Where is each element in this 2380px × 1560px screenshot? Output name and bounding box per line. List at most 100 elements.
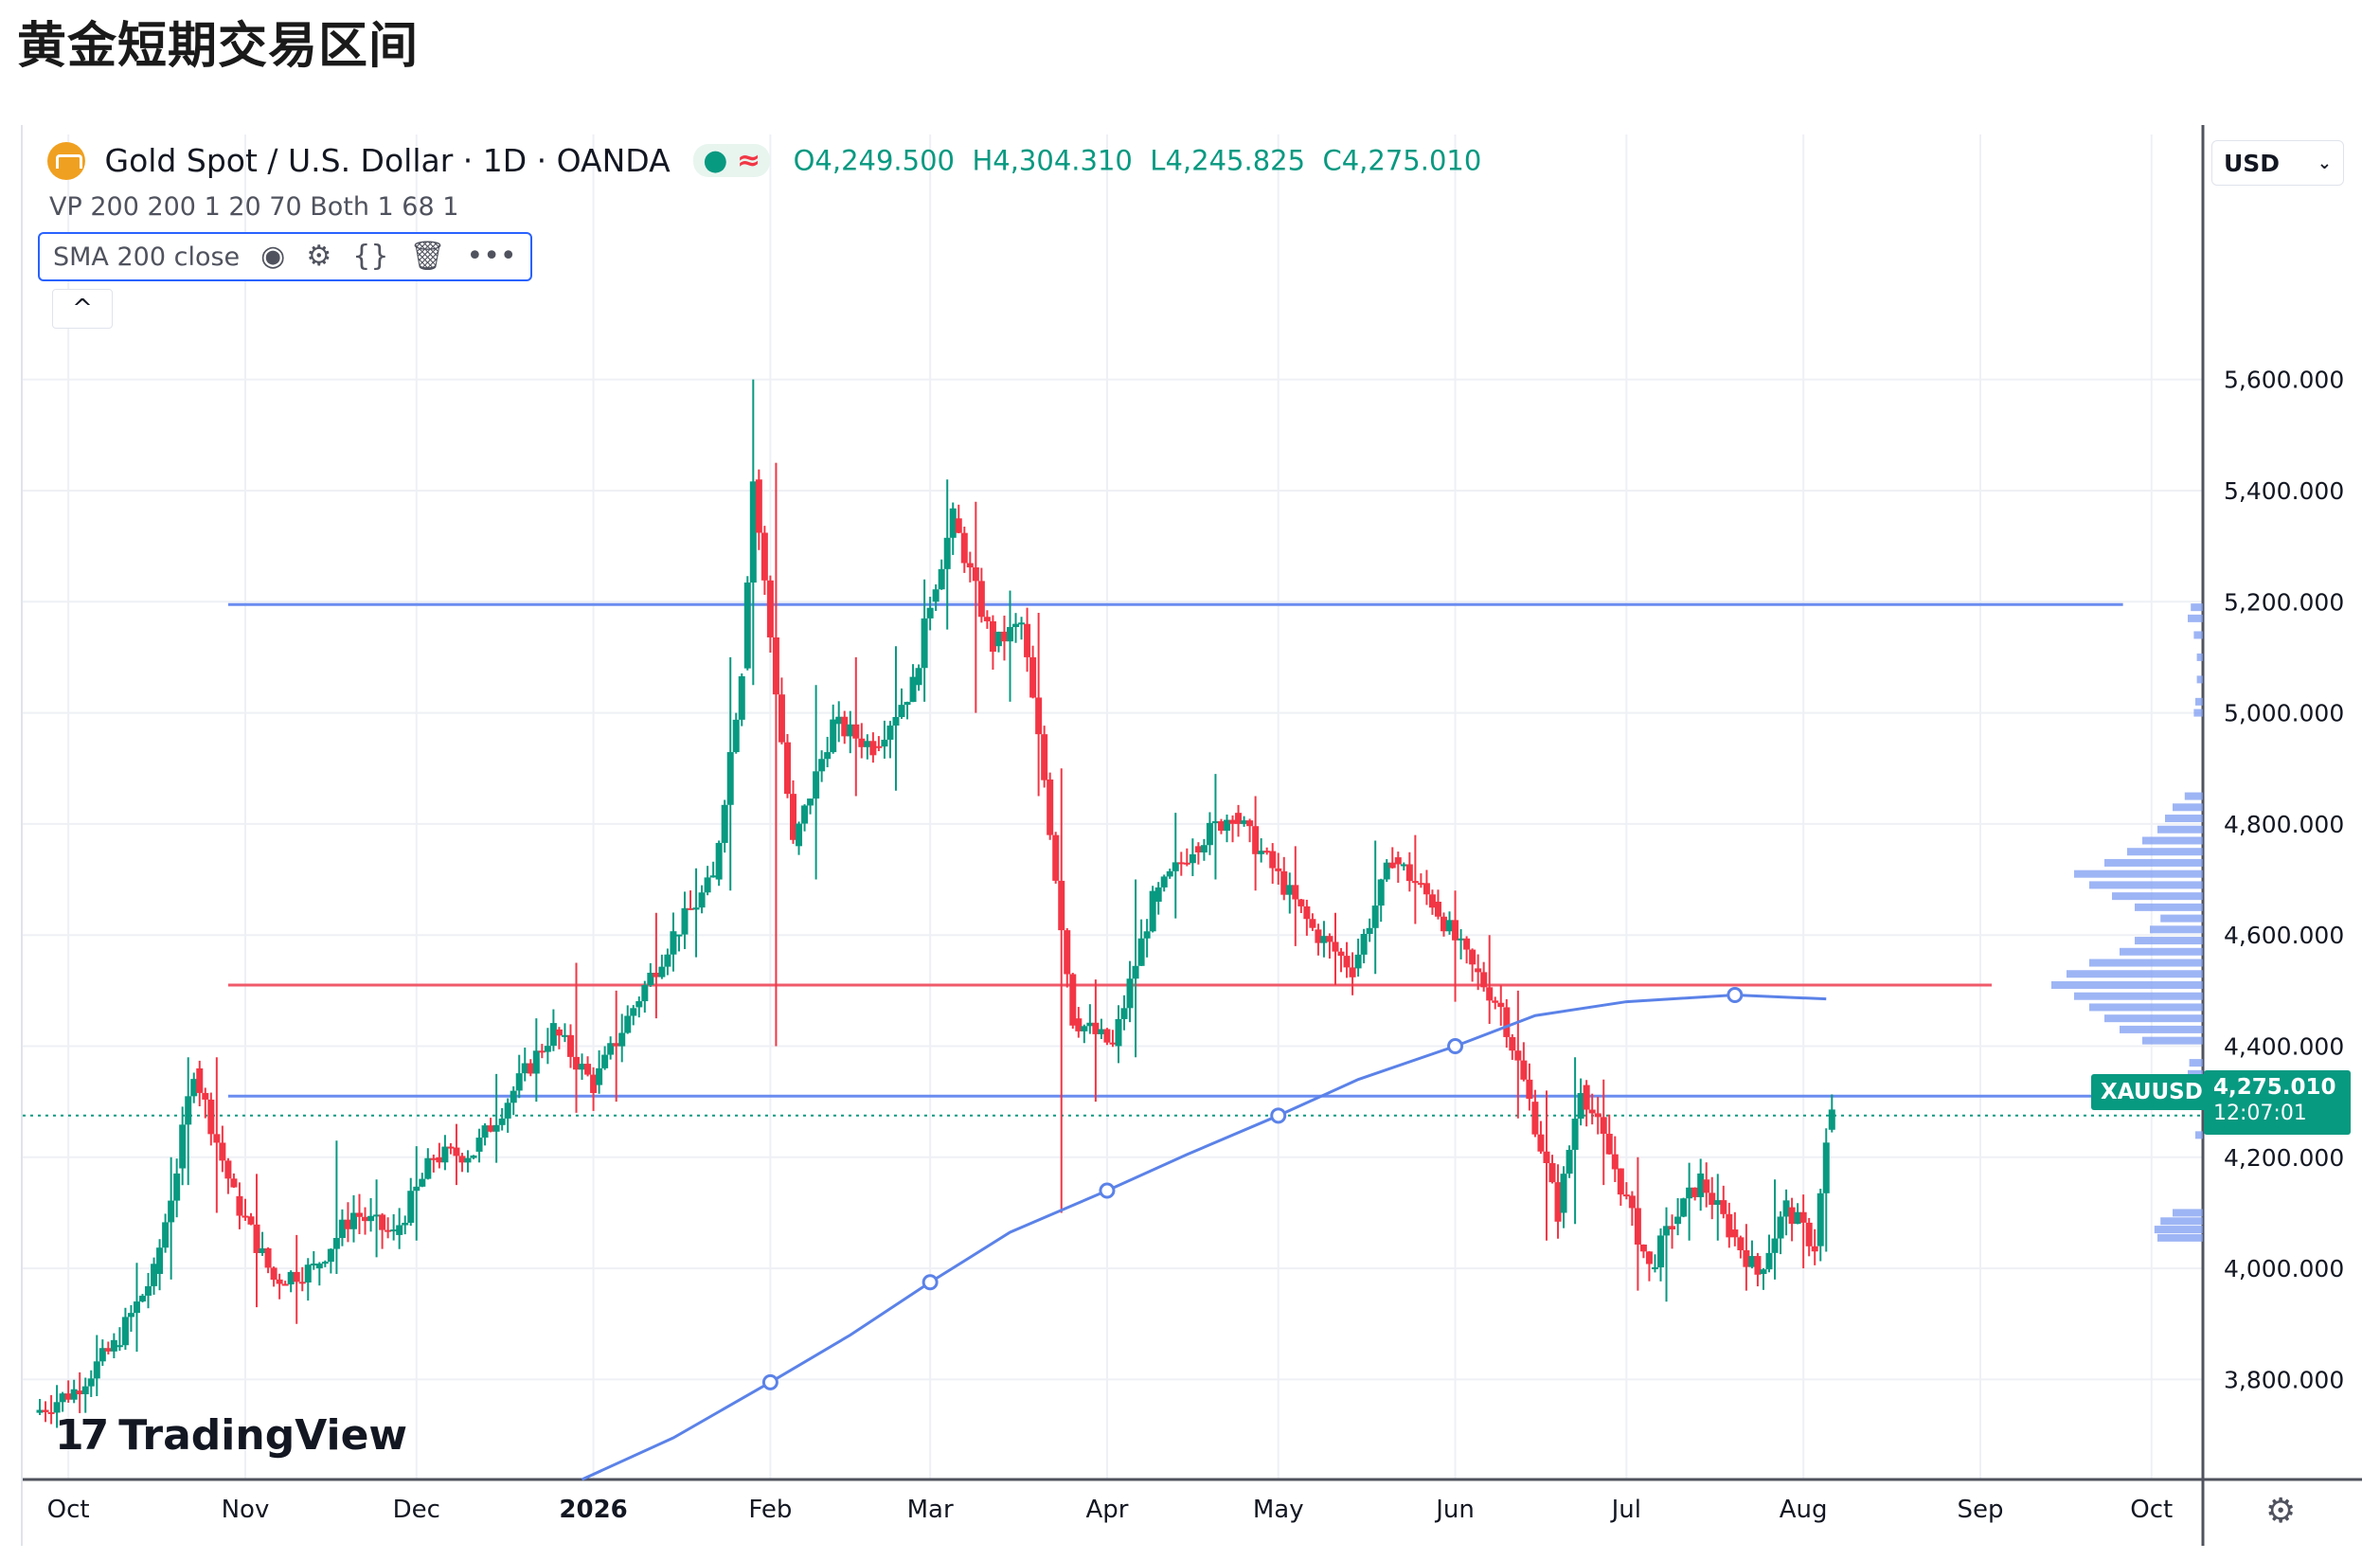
source-code-icon[interactable]: {} — [352, 240, 389, 273]
candle-body-up — [315, 1264, 323, 1269]
candle-body-up — [1286, 885, 1294, 895]
symbol-title[interactable]: Gold Spot / U.S. Dollar · 1D · OANDA — [104, 142, 671, 179]
candle-body-up — [1098, 1029, 1105, 1034]
candle-body-down — [1411, 881, 1419, 884]
volume-profile-bar — [2196, 653, 2203, 661]
candle-body-up — [847, 724, 854, 737]
candle-body-down — [1229, 819, 1237, 824]
candle-body-up — [1166, 870, 1173, 877]
candle-body-down — [1275, 868, 1282, 871]
eye-icon[interactable]: ◉ — [260, 240, 286, 273]
sma-indicator-panel[interactable]: SMA 200 close ◉ ⚙ {} 🗑 ••• — [38, 232, 532, 281]
candle-body-down — [487, 1125, 494, 1132]
candle-body-down — [538, 1050, 546, 1053]
y-tick-label: 4,000.000 — [2224, 1255, 2344, 1282]
candle-body-down — [1337, 951, 1345, 957]
candle-body-down — [344, 1219, 351, 1229]
chart-settings-gear-icon[interactable]: ⚙ — [2265, 1492, 2297, 1531]
candle-body-up — [1771, 1238, 1779, 1253]
status-badge[interactable]: ● ≈ — [693, 144, 771, 177]
settings-icon[interactable]: ⚙ — [306, 240, 332, 273]
x-tick-label: 2026 — [559, 1496, 627, 1524]
candle-body-up — [1760, 1269, 1767, 1274]
candle-body-up — [156, 1247, 164, 1274]
candle-body-down — [264, 1247, 272, 1268]
volume-profile-indicator-label[interactable]: VP 200 200 1 20 70 Both 1 68 1 — [49, 192, 459, 222]
volume-profile-bar — [2193, 708, 2203, 717]
candle-body-up — [830, 719, 837, 753]
last-price-value: 4,275.010 — [2213, 1075, 2336, 1100]
candle-body-up — [1007, 627, 1013, 642]
trash-icon[interactable]: 🗑 — [409, 240, 446, 273]
candle-body-down — [972, 567, 979, 582]
candle-body-down — [253, 1224, 260, 1253]
volume-profile-bar — [2104, 1014, 2203, 1023]
candle-body-down — [298, 1282, 306, 1284]
volume-profile-bar — [2157, 825, 2203, 834]
volume-profile-bar — [2195, 1131, 2203, 1139]
candle-body-down — [1548, 1162, 1556, 1183]
candle-body-up — [145, 1285, 152, 1296]
candle-body-down — [1041, 734, 1048, 780]
candle-body-down — [960, 532, 968, 564]
candle-body-down — [1486, 987, 1494, 1001]
candle-body-down — [1520, 1060, 1528, 1080]
candle-body-up — [549, 1023, 557, 1047]
ohlc-values: O4,249.500 H4,304.310 L4,245.825 C4,275.… — [794, 145, 1482, 177]
candle-body-down — [1423, 883, 1430, 895]
candle-body-up — [1816, 1192, 1824, 1246]
more-icon[interactable]: ••• — [466, 240, 517, 273]
candle-body-down — [1475, 968, 1482, 973]
candle-body-down — [1434, 902, 1441, 917]
candle-body-up — [596, 1067, 603, 1085]
volume-profile-bar — [2160, 914, 2203, 923]
candle-body-up — [938, 568, 945, 590]
candle-body-down — [613, 1043, 620, 1047]
candle-body-up — [1377, 879, 1385, 906]
candle-body-up — [1137, 938, 1145, 966]
currency-select[interactable]: USD ⌄ — [2211, 140, 2344, 186]
candle-body-up — [464, 1157, 472, 1163]
candle-body-up — [53, 1402, 61, 1413]
volume-profile-bar — [2188, 1069, 2203, 1078]
candle-body-down — [270, 1267, 277, 1281]
candle-body-up — [886, 726, 894, 740]
candle-body-up — [994, 631, 1002, 647]
candle-body-down — [858, 738, 866, 747]
candle-body-down — [1064, 930, 1071, 975]
candle-body-up — [818, 759, 826, 772]
tradingview-watermark[interactable]: 17 TradingView — [55, 1411, 407, 1460]
candle-body-up — [738, 676, 745, 720]
candle-body-up — [110, 1339, 117, 1352]
candle-body-down — [955, 518, 962, 533]
candle-body-up — [932, 589, 939, 602]
tradingview-wordmark: TradingView — [118, 1411, 408, 1460]
candle-body-down — [1463, 938, 1471, 950]
candle-body-up — [127, 1313, 134, 1318]
chevron-down-icon: ⌄ — [2317, 152, 2332, 173]
candle-body-down — [1177, 862, 1185, 865]
volume-profile-bar — [2196, 675, 2203, 684]
candle-body-up — [1115, 1018, 1122, 1047]
gold-symbol-icon — [47, 141, 85, 180]
candle-body-down — [573, 1056, 580, 1070]
candle-body-up — [481, 1125, 489, 1139]
y-tick-label: 5,000.000 — [2224, 700, 2344, 727]
candle-body-up — [1200, 845, 1208, 852]
candle-body-down — [281, 1283, 289, 1286]
candle-body-down — [276, 1279, 283, 1284]
candle-body-down — [1405, 864, 1413, 882]
candle-body-up — [1686, 1187, 1693, 1199]
volume-profile-bar — [2074, 870, 2203, 878]
volume-profile-bar — [2089, 881, 2203, 889]
collapse-legend-button[interactable]: ^ — [52, 289, 113, 329]
sma200-marker — [1447, 1038, 1464, 1054]
candle-body-up — [349, 1212, 357, 1229]
candle-body-up — [1571, 1119, 1579, 1150]
candle-body-down — [1480, 972, 1488, 988]
candle-body-down — [1194, 846, 1202, 852]
chart-area[interactable]: 3,800.000 4,000.000 4,200.000 4,400.000 4,60… — [21, 125, 2362, 1546]
price-chart[interactable]: 3,800.000 4,000.000 4,200.000 4,400.000 4,60… — [23, 125, 2362, 1546]
volume-profile-bar — [2188, 614, 2203, 622]
candle-body-down — [1280, 870, 1288, 895]
